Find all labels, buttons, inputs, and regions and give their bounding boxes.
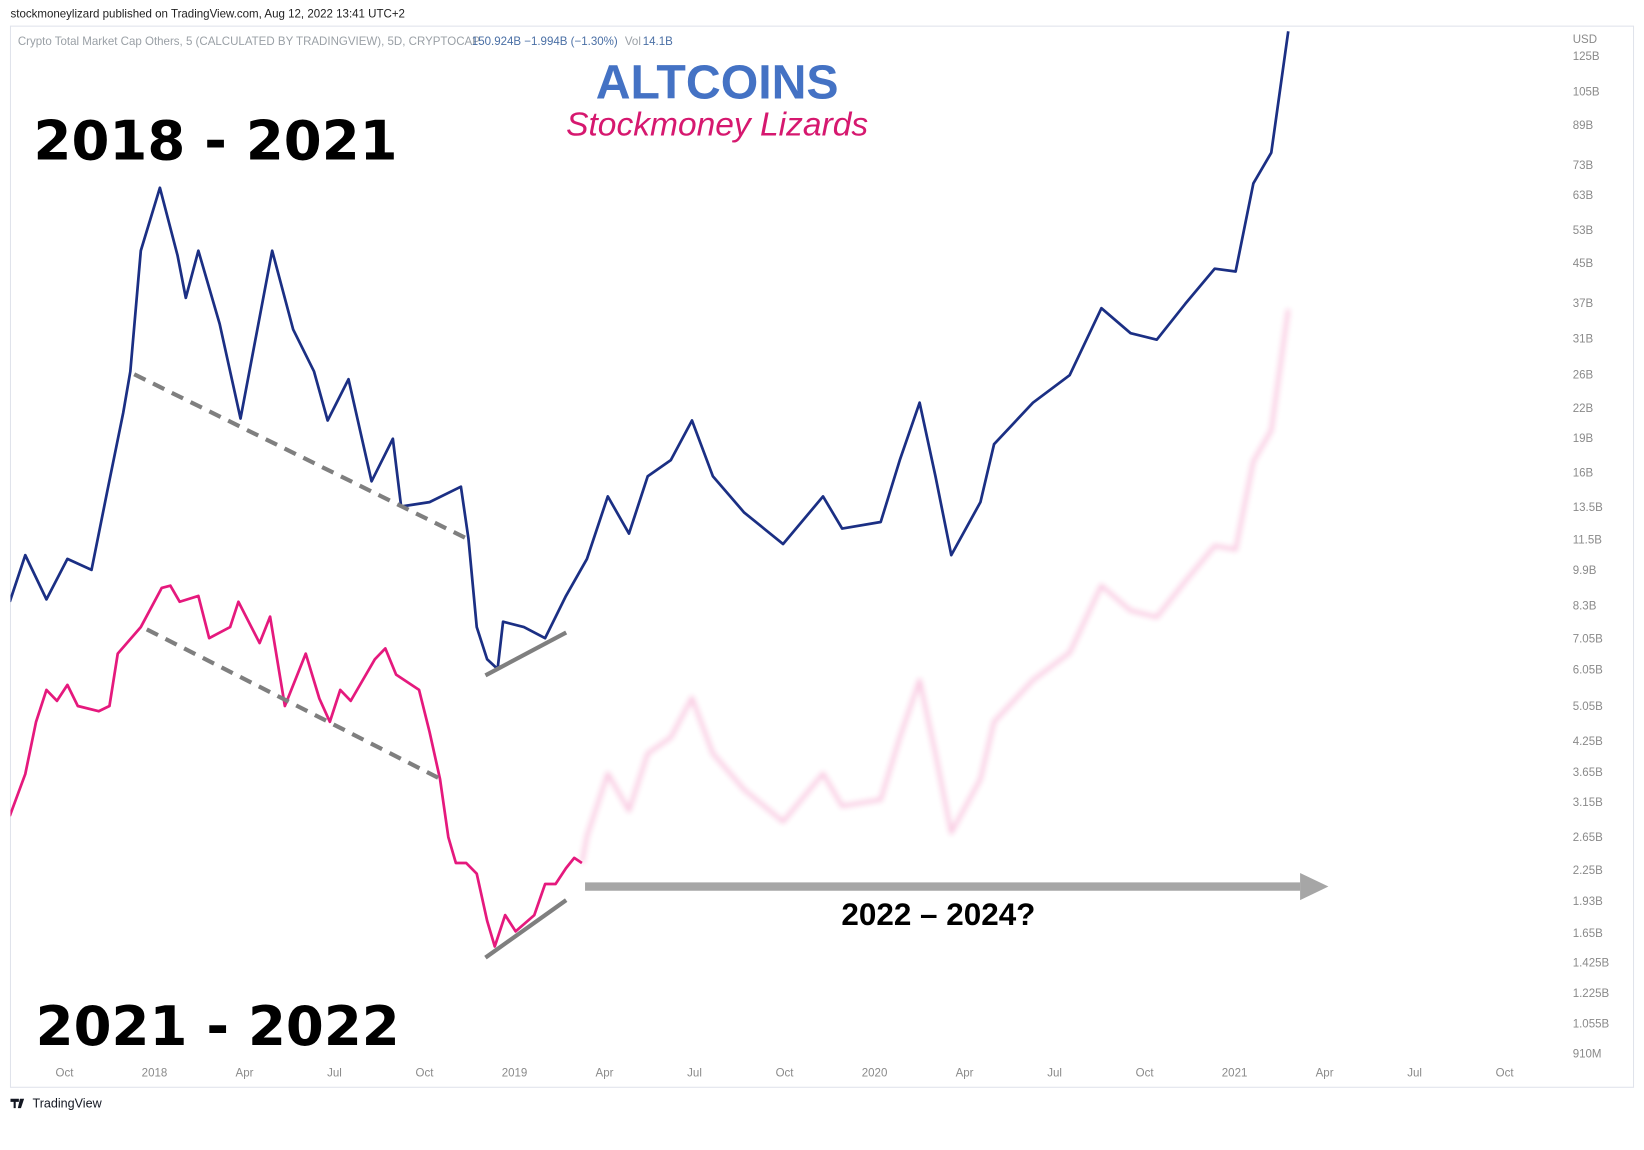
x-tick-label: Oct [1496,1068,1515,1080]
y-tick-label: 16B [1573,468,1594,480]
y-tick-label: 9.9B [1573,565,1597,577]
x-tick-label: 2018 [142,1068,168,1080]
x-tick-label: Oct [776,1068,795,1080]
series-line [10,584,583,948]
chart-subtitle: Stockmoney Lizards [566,106,868,143]
support-line [484,630,568,678]
x-tick-label: Jul [1407,1068,1422,1080]
logo-icon [10,1098,25,1109]
frame [9,25,1635,1088]
annotation: 2022 – 2024? [841,897,1035,932]
drawings [133,372,1329,960]
annotation: 2021 - 2022 [36,994,400,1058]
brand: TradingView [33,1096,103,1110]
chart-title: ALTCOINS [596,55,839,109]
series-line [579,309,1291,864]
x-tick-label: Oct [416,1068,435,1080]
x-tick-label: Apr [236,1068,254,1080]
support-line [484,898,568,960]
y-tick-label: 31B [1573,334,1594,346]
price: 150.924B [472,36,522,48]
y-tick-label: 1.65B [1573,928,1603,940]
volume: 14.1B [643,36,673,48]
y-tick-label: 1.93B [1573,896,1603,908]
y-tick-label: 1.055B [1573,1018,1610,1030]
x-tick-label: Jul [1047,1068,1062,1080]
y-tick-label: 6.05B [1573,665,1603,677]
symbol: Crypto Total Market Cap Others, 5 (CALCU… [18,36,480,48]
x-tick-label: 2020 [862,1068,888,1080]
y-tick-label: 910M [1573,1048,1602,1060]
y-tick-label: 45B [1573,258,1594,270]
y-tick-label: 1.225B [1573,988,1610,1000]
x-tick-label: Jul [687,1068,702,1080]
x-tick-label: Oct [1136,1068,1155,1080]
trend-line [145,627,442,781]
y-tick-label: 11.5B [1573,535,1603,547]
y-tick-label: 105B [1573,87,1600,99]
x-tick-label: 2019 [502,1068,528,1080]
y-tick-label: 4.25B [1573,736,1603,748]
y-tick-label: 3.65B [1573,767,1603,779]
volume-label: Vol [625,36,641,48]
x-tick-label: Apr [956,1068,974,1080]
x-tick-label: Apr [1316,1068,1334,1080]
annotation: 2018 - 2021 [34,108,398,172]
arrow-head [1300,872,1329,901]
logo: TradingView [10,1096,103,1110]
y-tick-label: 26B [1573,369,1594,381]
y-tick-label: 3.15B [1573,797,1603,809]
currency: USD [1573,34,1597,46]
y-tick-label: 2.25B [1573,865,1603,877]
x-tick-label: Apr [596,1068,614,1080]
y-tick-label: 19B [1573,433,1594,445]
y-tick-label: 7.05B [1573,634,1603,646]
y-tick-label: 73B [1573,160,1594,172]
x-tick-label: Jul [327,1068,342,1080]
x-tick-label: 2021 [1222,1068,1248,1080]
y-tick-label: 63B [1573,190,1594,202]
y-tick-label: 13.5B [1573,502,1603,514]
y-tick-label: 37B [1573,298,1594,310]
y-tick-label: 89B [1573,120,1594,132]
y-tick-label: 5.05B [1573,701,1603,713]
y-tick-label: 53B [1573,225,1594,237]
plot-area [10,31,1291,948]
x-tick-label: Oct [56,1068,75,1080]
publisher: stockmoneylizard published on TradingVie… [10,9,404,21]
y-tick-label: 1.425B [1573,958,1610,970]
y-tick-label: 8.3B [1573,601,1597,613]
series-line [10,31,1290,671]
y-tick-label: 125B [1573,51,1600,63]
y-tick-label: 2.65B [1573,832,1603,844]
y-tick-label: 22B [1573,403,1594,415]
change: −1.994B (−1.30%) [524,36,618,48]
